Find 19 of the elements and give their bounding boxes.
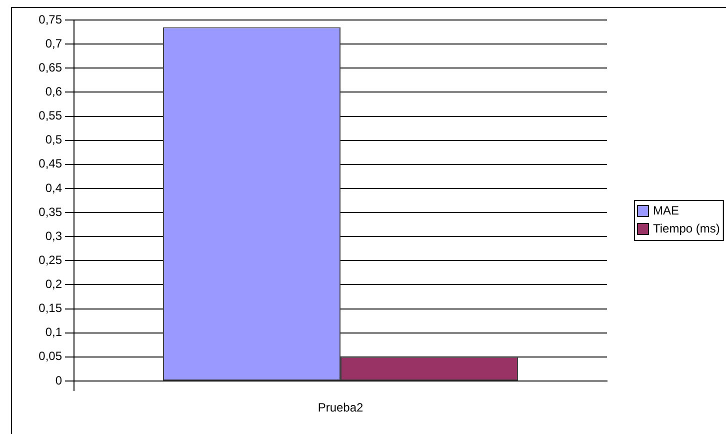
y-tick-label: 0,05	[38, 349, 62, 364]
y-tick-label: 0,15	[38, 301, 62, 316]
legend-label: Tiempo (ms)	[653, 221, 720, 236]
y-tick-label: 0,4	[45, 180, 62, 195]
x-tick-label: Prueba2	[318, 400, 364, 415]
y-tick-label: 0,55	[38, 108, 62, 123]
y-tick-label: 0	[55, 373, 62, 388]
y-tick-label: 0,35	[38, 204, 62, 219]
y-tick-label: 0,3	[45, 228, 62, 243]
y-tick-label: 0,45	[38, 156, 62, 171]
legend-label: MAE	[653, 203, 680, 218]
y-tick-label: 0,6	[45, 84, 62, 99]
y-tick-label: 0,2	[45, 277, 62, 292]
y-tick-label: 0,1	[45, 325, 62, 340]
y-tick-label: 0,5	[45, 132, 62, 147]
y-tick-label: 0,65	[38, 60, 62, 74]
y-tick-label: 0,25	[38, 252, 62, 267]
y-tick-label: 0,7	[45, 36, 62, 50]
y-tick-label: 0,75	[38, 12, 62, 26]
